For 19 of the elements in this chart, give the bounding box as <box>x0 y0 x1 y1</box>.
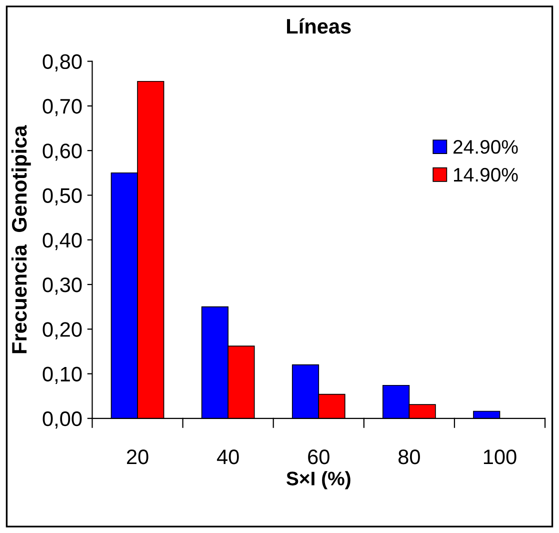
legend-label: 24.90% <box>454 140 518 154</box>
y-tick-label: 0,80 <box>42 54 82 72</box>
y-tick-label: 0,20 <box>42 322 82 340</box>
y-tick-label: 0,40 <box>42 232 82 250</box>
x-axis-title: S×I (%) <box>286 471 350 490</box>
y-tick-label: 0,50 <box>42 188 82 206</box>
y-tick-label: 0,70 <box>42 98 82 116</box>
y-tick-label: 0,10 <box>42 366 82 384</box>
x-tick-label: 100 <box>484 450 516 464</box>
chart-title: Líneas <box>287 18 351 34</box>
legend-label: 14.90% <box>454 168 518 182</box>
y-tick-label: 0,00 <box>42 411 82 429</box>
y-axis-title: Frecuencia Genotipica <box>11 125 31 354</box>
x-tick-label: 60 <box>308 450 330 464</box>
x-tick-label: 20 <box>126 450 148 464</box>
y-tick-label: 0,30 <box>42 277 82 295</box>
x-tick-label: 40 <box>216 450 239 464</box>
x-tick-label: 80 <box>398 450 420 464</box>
y-tick-label: 0,60 <box>42 144 82 161</box>
